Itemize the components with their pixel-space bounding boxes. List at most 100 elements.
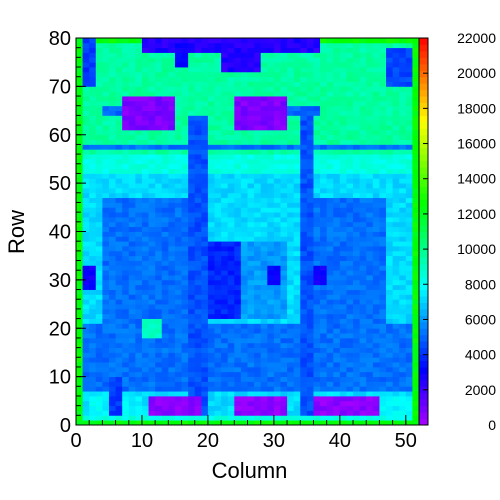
- heatmap-cell: [122, 183, 130, 189]
- heatmap-cell: [254, 105, 262, 111]
- heatmap-cell: [207, 96, 215, 102]
- heatmap-cell: [141, 352, 149, 358]
- heatmap-cell: [95, 168, 103, 174]
- color-bar-segment: [419, 373, 428, 381]
- heatmap-cell: [339, 154, 347, 160]
- color-bar-segment: [419, 179, 428, 187]
- heatmap-cell: [168, 197, 176, 203]
- heatmap-cell: [366, 308, 374, 315]
- heatmap-cell: [399, 91, 407, 97]
- heatmap-cell: [95, 91, 103, 97]
- heatmap-cell: [346, 391, 354, 397]
- heatmap-cell: [207, 328, 215, 334]
- heatmap-cell: [320, 202, 328, 208]
- heatmap-cell: [89, 318, 97, 324]
- heatmap-cell: [326, 289, 334, 295]
- heatmap-cell: [89, 100, 97, 107]
- heatmap-cell: [405, 395, 413, 402]
- z-tick-label: 18000: [457, 100, 496, 116]
- heatmap-cell: [155, 323, 163, 329]
- heatmap-cell: [386, 197, 394, 203]
- heatmap-cell: [122, 415, 130, 421]
- heatmap-cell: [240, 371, 248, 378]
- heatmap-cell: [359, 144, 367, 150]
- heatmap-cell: [95, 381, 103, 387]
- heatmap-cell: [300, 241, 308, 247]
- heatmap-cell: [300, 400, 308, 407]
- heatmap-cell: [148, 158, 156, 165]
- heatmap-cell: [155, 391, 163, 397]
- heatmap-cell: [221, 362, 229, 368]
- heatmap-cell: [320, 192, 328, 199]
- heatmap-cell: [174, 163, 182, 170]
- heatmap-cell: [320, 129, 328, 136]
- heatmap-cell: [155, 352, 163, 358]
- heatmap-cell: [273, 96, 281, 102]
- heatmap-cell: [234, 391, 242, 397]
- heatmap-cell: [201, 279, 209, 286]
- heatmap-cell: [359, 255, 367, 261]
- heatmap-cell: [260, 255, 268, 261]
- heatmap-cell: [135, 183, 143, 189]
- heatmap-cell: [366, 221, 374, 228]
- heatmap-cell: [174, 357, 182, 363]
- heatmap-cell: [95, 163, 103, 170]
- heatmap-cell: [201, 86, 209, 92]
- heatmap-cell: [320, 52, 328, 58]
- heatmap-cell: [168, 381, 176, 387]
- heatmap-cell: [148, 236, 156, 242]
- heatmap-cell: [155, 187, 163, 194]
- heatmap-cell: [247, 231, 255, 237]
- heatmap-cell: [372, 144, 380, 150]
- heatmap-cell: [227, 57, 235, 63]
- heatmap-cell: [194, 86, 202, 92]
- heatmap-cell: [359, 212, 367, 218]
- heatmap-cell: [141, 299, 149, 305]
- heatmap-cell: [76, 284, 83, 290]
- heatmap-cell: [405, 333, 413, 339]
- heatmap-cell: [273, 197, 281, 203]
- color-bar-segment: [419, 399, 428, 407]
- heatmap-cell: [320, 265, 328, 271]
- heatmap-cell: [95, 284, 103, 290]
- heatmap-cell: [320, 395, 328, 402]
- heatmap-cell: [306, 158, 314, 165]
- heatmap-cell: [181, 71, 189, 78]
- heatmap-cell: [122, 168, 130, 174]
- heatmap-cell: [273, 91, 281, 97]
- heatmap-cell: [141, 216, 149, 223]
- heatmap-cell: [320, 231, 328, 237]
- heatmap-cell: [135, 158, 143, 165]
- heatmap-cell: [300, 246, 308, 252]
- heatmap-cell: [148, 376, 156, 382]
- heatmap-cell: [353, 197, 361, 203]
- z-tick-label: 10000: [457, 241, 496, 257]
- heatmap-cell: [102, 139, 110, 145]
- heatmap-cell: [141, 415, 149, 421]
- heatmap-cell: [181, 231, 189, 237]
- heatmap-cell: [221, 405, 229, 411]
- heatmap-cell: [254, 333, 262, 339]
- heatmap-cell: [287, 342, 295, 348]
- heatmap-cell: [234, 57, 242, 63]
- heatmap-cell: [247, 289, 255, 295]
- heatmap-cell: [300, 163, 308, 170]
- heatmap-cell: [326, 125, 334, 131]
- heatmap-cell: [399, 76, 407, 82]
- heatmap-cell: [76, 144, 83, 150]
- heatmap-cell: [300, 120, 308, 126]
- heatmap-cell: [141, 405, 149, 411]
- heatmap-cell: [161, 207, 169, 213]
- heatmap-cell: [161, 391, 169, 397]
- heatmap-cell: [412, 178, 420, 184]
- heatmap-cell: [234, 357, 242, 363]
- heatmap-cell: [102, 231, 110, 237]
- heatmap-cell: [128, 395, 136, 402]
- heatmap-cell: [214, 71, 222, 78]
- heatmap-cell: [287, 265, 295, 271]
- heatmap-cell: [89, 246, 97, 252]
- heatmap-cell: [386, 207, 394, 213]
- heatmap-cell: [234, 279, 242, 286]
- heatmap-cell: [89, 265, 97, 271]
- heatmap-cell: [366, 168, 374, 174]
